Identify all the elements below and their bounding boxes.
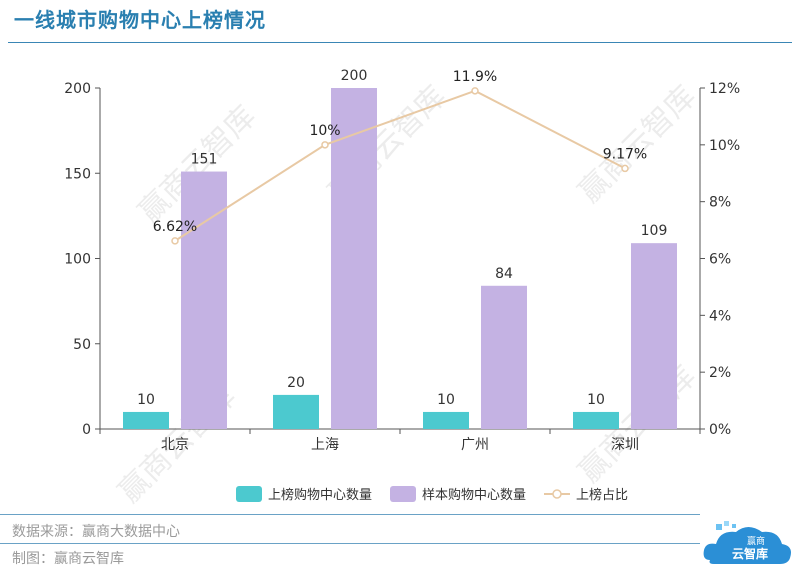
line-point: [621, 164, 629, 173]
x-tick-label: 广州: [461, 437, 489, 453]
bar: [573, 411, 619, 429]
y-left-tick-label: 150: [64, 166, 91, 182]
bar: [181, 171, 227, 430]
y-left-tick-label: 100: [64, 252, 91, 268]
bar-value-label: 200: [341, 68, 368, 84]
line-point: [171, 237, 179, 245]
legend-label: 上榜占比: [576, 487, 628, 503]
logo-text: 赢商: [747, 535, 765, 547]
logo: 赢商 云智库: [703, 521, 791, 564]
x-tick-label: 北京: [161, 437, 189, 453]
line-series: [174, 89, 626, 242]
x-tick-label: 深圳: [611, 437, 639, 453]
y-left-tick-label: 50: [73, 337, 91, 353]
bar: [273, 394, 319, 429]
bar-value-label: 10: [137, 392, 155, 408]
bar-value-label: 109: [641, 223, 668, 239]
bar: [481, 285, 527, 429]
bar-value-label: 84: [495, 266, 513, 282]
y-right-tick-label: 2%: [709, 365, 731, 381]
line-value-label: 10%: [309, 123, 340, 139]
y-right-tick-label: 0%: [709, 422, 731, 438]
x-tick-label: 上海: [311, 437, 339, 453]
bar: [123, 411, 169, 429]
legend-line-marker: [552, 489, 562, 499]
y-right-tick-label: 4%: [709, 308, 731, 324]
y-right-tick-label: 8%: [709, 195, 731, 211]
credit-note: 制图：赢商云智库: [12, 551, 124, 567]
footer-divider: [0, 514, 700, 515]
source-note: 数据来源：赢商大数据中心: [12, 524, 180, 540]
y-right-tick-label: 10%: [709, 138, 740, 154]
line-value-label: 11.9%: [453, 69, 497, 85]
line-point: [321, 141, 329, 149]
bar-value-label: 10: [587, 392, 605, 408]
title-divider: [8, 42, 792, 43]
y-left-tick-label: 0: [82, 422, 91, 438]
legend-swatch: [236, 486, 262, 502]
legend-label: 样本购物中心数量: [422, 487, 526, 503]
logo-text: 云智库: [732, 546, 768, 561]
bar-value-label: 151: [191, 152, 218, 168]
y-right-tick-label: 6%: [709, 252, 731, 268]
bar-value-label: 20: [287, 375, 305, 391]
line-value-label: 9.17%: [603, 146, 647, 162]
y-right-tick-label: 12%: [709, 81, 740, 97]
bar: [631, 243, 677, 429]
legend-label: 上榜购物中心数量: [268, 487, 372, 503]
bar: [331, 88, 377, 429]
bar-value-label: 10: [437, 392, 455, 408]
line-value-label: 6.62%: [153, 219, 197, 235]
legend-swatch: [390, 486, 416, 502]
footer-divider: [0, 543, 700, 544]
line-point: [471, 87, 479, 95]
y-left-tick-label: 200: [64, 81, 91, 97]
page-title: 一线城市购物中心上榜情况: [14, 8, 266, 32]
bar: [423, 411, 469, 429]
